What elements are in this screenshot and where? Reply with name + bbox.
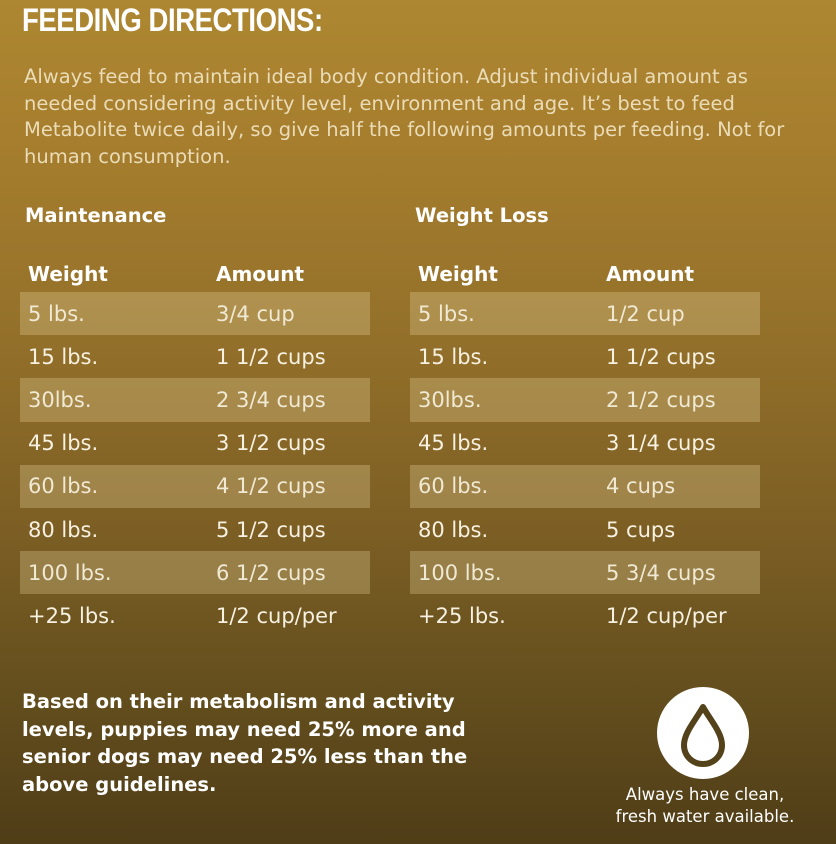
amount-cell: 2 3/4 cups	[216, 387, 326, 412]
table-row: +25 lbs. 1/2 cup/per	[20, 594, 370, 637]
weight-cell: 5 lbs.	[418, 301, 475, 326]
amount-cell: 1 1/2 cups	[606, 344, 716, 369]
amount-cell: 3 1/2 cups	[216, 431, 326, 456]
weight-cell: 5 lbs.	[28, 301, 85, 326]
table-row: 5 lbs. 1/2 cup	[410, 292, 760, 336]
weight-cell: 30lbs.	[418, 387, 482, 412]
amount-cell: 1 1/2 cups	[216, 344, 326, 369]
water-drop-icon	[657, 687, 749, 779]
weight-cell: 100 lbs.	[28, 560, 112, 585]
table-row: 30lbs. 2 1/2 cups	[410, 378, 760, 422]
amount-cell: 4 cups	[606, 474, 676, 499]
table-row: 100 lbs. 6 1/2 cups	[20, 551, 370, 595]
amount-column-header: Amount	[216, 262, 305, 286]
weight-cell: 80 lbs.	[418, 517, 489, 542]
amount-cell: 4 1/2 cups	[216, 474, 326, 499]
weight-cell: 100 lbs.	[418, 560, 502, 585]
weight-cell: +25 lbs.	[28, 603, 116, 628]
table-row: 80 lbs. 5 cups	[410, 508, 760, 551]
table-row: 45 lbs. 3 1/4 cups	[410, 422, 760, 465]
maintenance-heading: Maintenance	[25, 204, 167, 227]
table-row: 30lbs. 2 3/4 cups	[20, 378, 370, 422]
weight-cell: 80 lbs.	[28, 517, 99, 542]
amount-cell: 5 cups	[606, 517, 676, 542]
amount-cell: 1/2 cup	[606, 301, 685, 326]
table-row: 60 lbs. 4 cups	[410, 464, 760, 508]
weight-cell: 60 lbs.	[28, 474, 99, 499]
weight-cell: 15 lbs.	[418, 344, 489, 369]
page-title: FEEDING DIRECTIONS:	[22, 2, 323, 38]
maintenance-table: Maintenance Weight Amount 5 lbs. 3/4 cup…	[20, 200, 370, 638]
weight-cell: 15 lbs.	[28, 344, 99, 369]
weight-cell: 60 lbs.	[418, 474, 489, 499]
table-row: +25 lbs. 1/2 cup/per	[410, 594, 760, 637]
maintenance-column-headers: Weight Amount	[20, 236, 370, 292]
table-row: 5 lbs. 3/4 cup	[20, 292, 370, 336]
weight-column-header: Weight	[28, 262, 108, 286]
table-row: 60 lbs. 4 1/2 cups	[20, 464, 370, 508]
weight-loss-heading: Weight Loss	[415, 204, 549, 227]
amount-cell: 2 1/2 cups	[606, 387, 716, 412]
weight-cell: 45 lbs.	[28, 431, 99, 456]
table-row: 15 lbs. 1 1/2 cups	[20, 335, 370, 378]
weight-cell: +25 lbs.	[418, 603, 506, 628]
amount-cell: 1/2 cup/per	[606, 603, 727, 628]
table-row: 15 lbs. 1 1/2 cups	[410, 335, 760, 378]
water-caption-line-1: Always have clean,	[625, 785, 785, 804]
amount-cell: 6 1/2 cups	[216, 560, 326, 585]
weight-loss-table: Weight Loss Weight Amount 5 lbs. 1/2 cup…	[410, 200, 760, 638]
weight-column-header: Weight	[418, 262, 498, 286]
amount-cell: 3 1/4 cups	[606, 431, 716, 456]
amount-cell: 5 1/2 cups	[216, 517, 326, 542]
water-caption-line-2: fresh water available.	[615, 807, 795, 826]
amount-column-header: Amount	[606, 262, 695, 286]
table-row: 100 lbs. 5 3/4 cups	[410, 551, 760, 595]
water-drop-icon-graphic	[681, 704, 725, 767]
table-row: 80 lbs. 5 1/2 cups	[20, 508, 370, 551]
table-row: 45 lbs. 3 1/2 cups	[20, 422, 370, 465]
weight-cell: 30lbs.	[28, 387, 92, 412]
water-caption: Always have clean, fresh water available…	[590, 784, 820, 828]
amount-cell: 5 3/4 cups	[606, 560, 716, 585]
intro-paragraph: Always feed to maintain ideal body condi…	[24, 65, 785, 168]
amount-cell: 3/4 cup	[216, 301, 295, 326]
amount-cell: 1/2 cup/per	[216, 603, 337, 628]
puppy-senior-note: Based on their metabolism and activity l…	[22, 690, 468, 796]
weight-loss-column-headers: Weight Amount	[410, 236, 760, 292]
weight-cell: 45 lbs.	[418, 431, 489, 456]
